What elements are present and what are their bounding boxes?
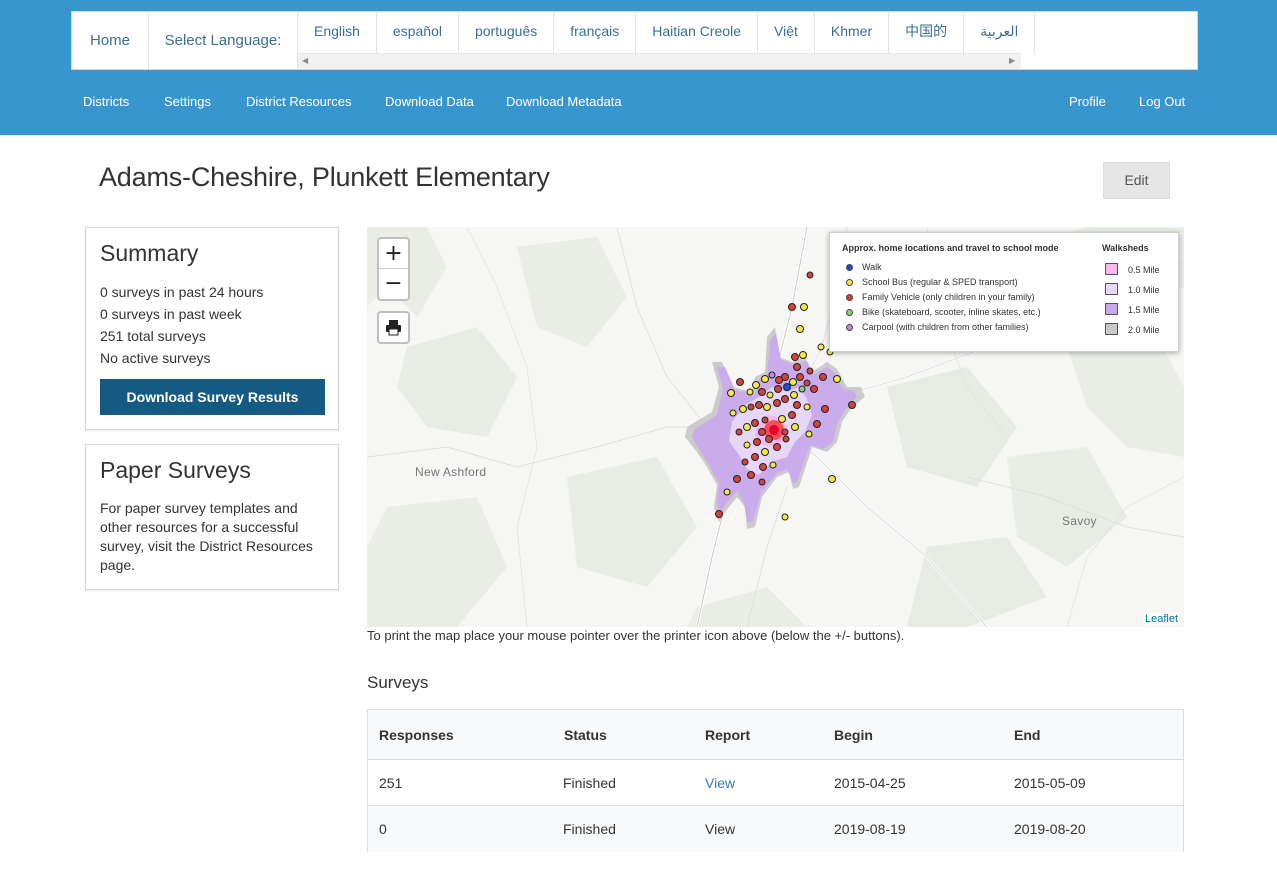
legend-mode-bike: Bike (skateboard, scooter, inline skates… — [846, 307, 1041, 317]
language-spanish[interactable]: español — [377, 12, 459, 53]
column-header: Report — [705, 727, 751, 743]
nav-district-resources[interactable]: District Resources — [246, 94, 352, 109]
view-report-link[interactable]: View — [705, 775, 736, 791]
select-language-label: Select Language: — [149, 12, 298, 69]
cell-report: View — [705, 821, 736, 837]
scroll-right-icon[interactable]: ▶ — [1009, 56, 1016, 65]
stat-past-24-hours: 0 surveys in past 24 hours — [100, 284, 264, 300]
table-header: Responses Status Report Begin End — [368, 710, 1183, 760]
surveys-title: Surveys — [367, 673, 429, 692]
legend-mode-walk: Walk — [846, 262, 882, 272]
nav-download-data[interactable]: Download Data — [385, 94, 474, 109]
summary-title: Summary — [100, 240, 199, 266]
legend-dot — [846, 324, 853, 331]
nav-download-metadata[interactable]: Download Metadata — [506, 94, 622, 109]
legend-dot — [846, 294, 853, 301]
language-chinese[interactable]: 中国的 — [889, 12, 965, 53]
nav-settings[interactable]: Settings — [164, 94, 211, 109]
zoom-control: + − — [377, 237, 410, 301]
place-label-new-ashford: New Ashford — [415, 465, 487, 479]
nav-districts[interactable]: Districts — [83, 94, 130, 109]
main-nav: Districts Settings District Resources Do… — [71, 88, 1198, 116]
legend-dot — [846, 279, 853, 286]
table-row: 251 Finished View 2015-04-25 2015-05-09 — [368, 760, 1183, 806]
map[interactable]: New Ashford Savoy + − Approx. home locat… — [367, 227, 1184, 627]
column-header: End — [1014, 727, 1041, 743]
column-header: Begin — [834, 727, 873, 743]
walkshed-swatch — [1105, 303, 1118, 315]
place-label-savoy: Savoy — [1062, 514, 1097, 528]
legend-dot — [846, 309, 853, 316]
edit-button[interactable]: Edit — [1103, 162, 1170, 199]
map-legend: Approx. home locations and travel to sch… — [829, 232, 1179, 352]
table-row: 0 Finished View 2019-08-19 2019-08-20 — [368, 806, 1183, 852]
download-survey-results-button[interactable]: Download Survey Results — [100, 379, 325, 415]
legend-walkshed-1-0: 1.0 Mile — [1105, 283, 1160, 295]
map-basemap — [367, 227, 1184, 627]
language-english[interactable]: English — [298, 12, 377, 53]
zoom-in-button[interactable]: + — [379, 239, 408, 269]
language-bar: Home Select Language: English español po… — [71, 11, 1198, 70]
legend-mode-family-vehicle: Family Vehicle (only children in your fa… — [846, 292, 1035, 302]
page-title: Adams-Cheshire, Plunkett Elementary — [99, 162, 550, 192]
legend-mode-carpool: Carpool (with children from other famili… — [846, 322, 1029, 332]
language-scroller: English español português français Haiti… — [298, 12, 1036, 69]
legend-dot — [846, 264, 853, 271]
stat-active-surveys: No active surveys — [100, 350, 211, 366]
printer-icon — [386, 320, 401, 336]
walksheds-title: Walksheds — [1102, 243, 1149, 253]
legend-title: Approx. home locations and travel to sch… — [842, 243, 1059, 253]
language-list: English español português français Haiti… — [298, 12, 1036, 53]
column-header: Status — [564, 727, 607, 743]
language-arabic[interactable]: العربية — [964, 12, 1036, 53]
nav-profile[interactable]: Profile — [1069, 94, 1106, 109]
cell-status: Finished — [563, 775, 616, 791]
stat-total-surveys: 251 total surveys — [100, 328, 206, 344]
legend-walkshed-0-5: 0.5 Mile — [1105, 263, 1160, 275]
paper-surveys-panel: Paper Surveys For paper survey templates… — [85, 444, 339, 590]
stat-past-week: 0 surveys in past week — [100, 306, 242, 322]
language-portuguese[interactable]: português — [459, 12, 555, 53]
cell-responses: 0 — [379, 821, 387, 837]
language-khmer[interactable]: Khmer — [815, 12, 890, 53]
paper-surveys-title: Paper Surveys — [100, 457, 251, 483]
paper-surveys-text: For paper survey templates and other res… — [100, 500, 313, 573]
language-scrollbar[interactable]: ◀ ▶ — [298, 53, 1021, 69]
summary-panel: Summary 0 surveys in past 24 hours 0 sur… — [85, 227, 339, 430]
walkshed-swatch — [1105, 283, 1118, 295]
cell-begin: 2019-08-19 — [834, 821, 906, 837]
cell-begin: 2015-04-25 — [834, 775, 906, 791]
walkshed-swatch — [1105, 323, 1118, 335]
cell-responses: 251 — [379, 775, 403, 791]
legend-mode-school-bus: School Bus (regular & SPED transport) — [846, 277, 1018, 287]
zoom-out-button[interactable]: − — [384, 271, 403, 296]
cell-status: Finished — [563, 821, 616, 837]
legend-walkshed-2-0: 2.0 Mile — [1105, 323, 1160, 335]
language-french[interactable]: français — [554, 12, 637, 53]
cell-end: 2015-05-09 — [1014, 775, 1086, 791]
surveys-table: Responses Status Report Begin End 251 Fi… — [367, 709, 1184, 852]
language-vietnamese[interactable]: Việt — [758, 12, 815, 53]
top-header: Home Select Language: English español po… — [0, 0, 1277, 135]
column-header: Responses — [379, 727, 454, 743]
scroll-left-icon[interactable]: ◀ — [302, 56, 309, 65]
legend-walkshed-1-5: 1.5 Mile — [1105, 303, 1160, 315]
map-print-note: To print the map place your mouse pointe… — [367, 628, 905, 643]
home-link[interactable]: Home — [72, 12, 149, 69]
cell-end: 2019-08-20 — [1014, 821, 1086, 837]
walkshed-swatch — [1105, 263, 1118, 275]
nav-log-out[interactable]: Log Out — [1139, 94, 1186, 109]
leaflet-attribution[interactable]: Leaflet — [1142, 613, 1180, 625]
language-haitian-creole[interactable]: Haitian Creole — [636, 12, 758, 53]
print-map-button[interactable] — [377, 311, 410, 344]
